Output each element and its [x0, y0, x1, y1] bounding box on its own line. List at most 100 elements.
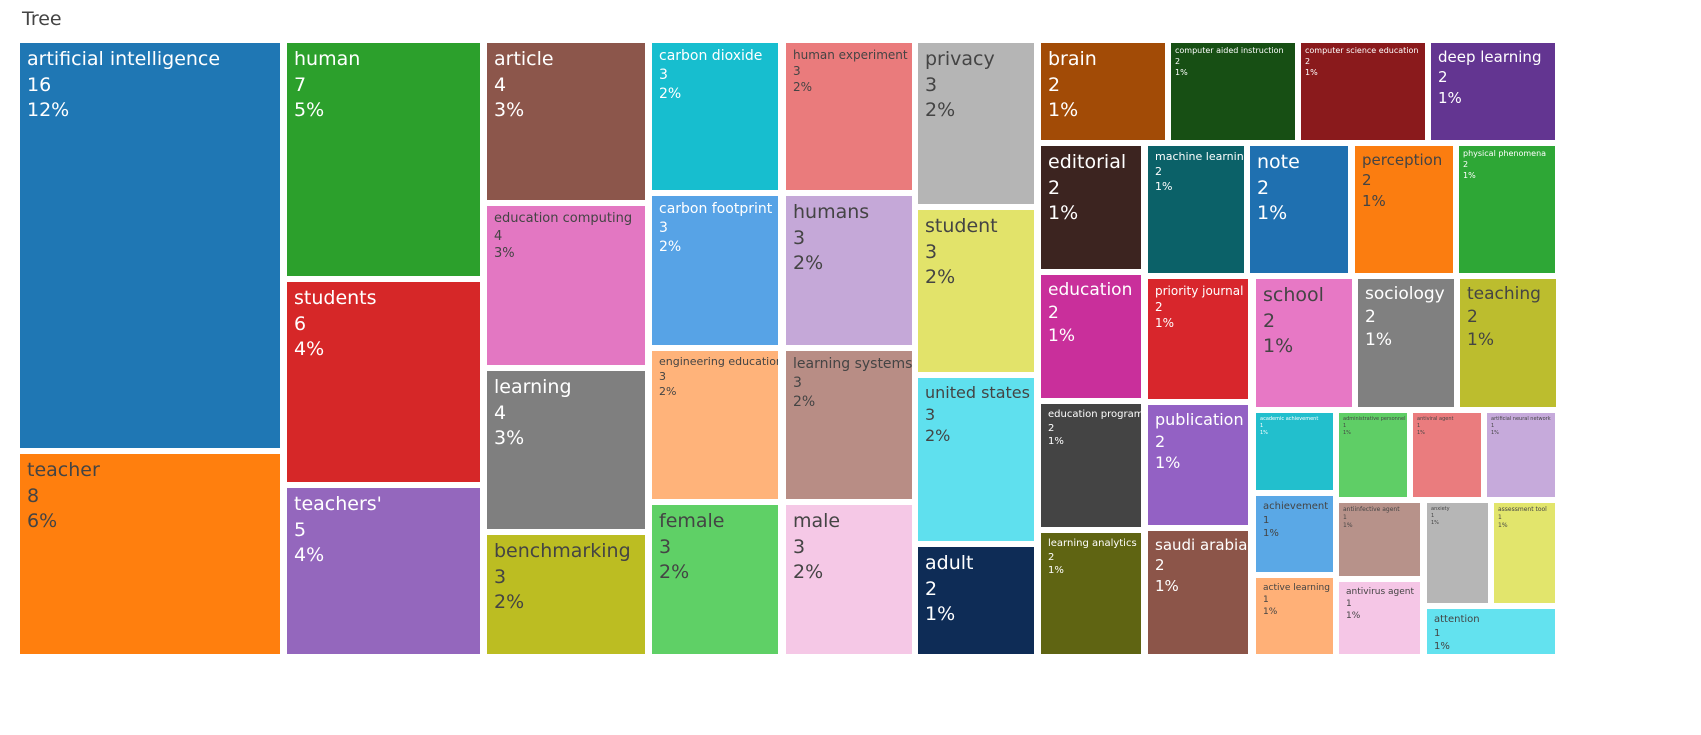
tile-value: 7	[294, 73, 307, 96]
treemap-tile-article[interactable]: article 4 3%	[487, 43, 645, 200]
treemap-tile-human-experiment[interactable]: human experiment 3 2%	[786, 43, 912, 190]
treemap-tile-male[interactable]: male 3 2%	[786, 505, 912, 654]
tile-percent: 1%	[1155, 453, 1181, 473]
tile-percent: 1%	[1175, 67, 1188, 77]
tile-percent: 1%	[1343, 429, 1351, 436]
tile-percent: 1%	[1048, 325, 1075, 346]
treemap-tile-machine-learning[interactable]: machine learning 2 1%	[1148, 146, 1244, 273]
tile-label: publication	[1155, 410, 1244, 429]
tile-label: benchmarking	[494, 540, 631, 562]
treemap-tile-female[interactable]: female 3 2%	[652, 505, 778, 654]
tile-label: brain	[1048, 48, 1097, 70]
tile-label: carbon footprint	[659, 201, 773, 217]
treemap-tile-humans[interactable]: humans 3 2%	[786, 196, 912, 345]
treemap-tile-note[interactable]: note 2 1%	[1250, 146, 1348, 273]
treemap-tile-student[interactable]: student 3 2%	[918, 210, 1034, 372]
tile-percent: 3%	[494, 246, 515, 262]
tile-label: sociology	[1365, 284, 1445, 304]
tile-percent: 2%	[659, 561, 690, 584]
tile-label: learning	[494, 376, 572, 398]
treemap-tile-academic-achievement[interactable]: academic achievement 1 1%	[1256, 413, 1333, 490]
tile-value: 5	[294, 518, 307, 541]
treemap-tile-computer-science-education[interactable]: computer science education 2 1%	[1301, 43, 1425, 140]
treemap-tile-students[interactable]: students 6 4%	[287, 282, 480, 482]
tile-percent: 1%	[1048, 202, 1079, 225]
treemap-tile-deep-learning[interactable]: deep learning 2 1%	[1431, 43, 1555, 140]
treemap-tile-carbon-dioxide[interactable]: carbon dioxide 3 2%	[652, 43, 778, 190]
tile-value: 2	[1467, 306, 1478, 327]
treemap-tile-physical-phenomena[interactable]: physical phenomena 2 1%	[1459, 146, 1555, 273]
tile-percent: 2%	[793, 393, 816, 410]
treemap-tile-teaching[interactable]: teaching 2 1%	[1460, 279, 1556, 407]
tile-label: adult	[925, 552, 974, 574]
treemap-tile-sociology[interactable]: sociology 2 1%	[1358, 279, 1454, 407]
tile-value: 3	[925, 404, 936, 424]
tile-percent: 3%	[494, 99, 525, 122]
treemap-tile-brain[interactable]: brain 2 1%	[1041, 43, 1165, 140]
tile-percent: 1%	[1263, 335, 1294, 358]
tile-label: machine learning	[1155, 150, 1244, 163]
tile-value: 6	[294, 312, 307, 335]
tile-value: 3	[659, 535, 672, 558]
treemap-tile-learning-systems[interactable]: learning systems 3 2%	[786, 351, 912, 499]
treemap-tile-priority-journal[interactable]: priority journal 2 1%	[1148, 279, 1248, 399]
tile-percent: 1%	[1467, 329, 1494, 350]
treemap-tile-administrative-personnel[interactable]: administrative personnel 1 1%	[1339, 413, 1407, 497]
tile-value: 3	[793, 64, 801, 79]
tile-percent: 2%	[659, 384, 677, 398]
treemap-tile-teacher[interactable]: teacher 8 6%	[20, 454, 280, 654]
treemap-tile-benchmarking[interactable]: benchmarking 3 2%	[487, 535, 645, 654]
treemap-tile-attention[interactable]: attention 1 1%	[1427, 609, 1555, 654]
treemap-tile-anxiety[interactable]: anxiety 1 1%	[1427, 503, 1488, 603]
tile-percent: 2%	[793, 561, 824, 584]
treemap-tile-education[interactable]: education 2 1%	[1041, 275, 1141, 398]
tile-percent: 1%	[1263, 528, 1279, 539]
treemap-tile-united-states[interactable]: united states 3 2%	[918, 378, 1034, 541]
treemap-tile-editorial[interactable]: editorial 2 1%	[1041, 146, 1141, 269]
treemap-tile-artificial-neural-network[interactable]: artificial neural network 1 1%	[1487, 413, 1555, 497]
treemap-tile-active-learning[interactable]: active learning 1 1%	[1256, 578, 1333, 654]
treemap-tile-assessment-tool[interactable]: assessment tool 1 1%	[1494, 503, 1555, 603]
treemap-tile-school[interactable]: school 2 1%	[1256, 279, 1352, 407]
tile-percent: 2%	[925, 266, 956, 289]
tile-value: 4	[494, 401, 507, 424]
tile-value: 2	[1155, 556, 1165, 575]
treemap-tile-antiviral-agent[interactable]: antiviral agent 1 1%	[1413, 413, 1481, 497]
treemap-tile-carbon-footprint[interactable]: carbon footprint 3 2%	[652, 196, 778, 345]
tile-value: 2	[1463, 159, 1469, 169]
tile-value: 3	[793, 226, 806, 249]
treemap-tile-antiinfective-agent[interactable]: antiinfective agent 1 1%	[1339, 503, 1420, 576]
treemap-tile-achievement[interactable]: achievement 1 1%	[1256, 496, 1333, 572]
treemap-tile-antivirus-agent[interactable]: antivirus agent 1 1%	[1339, 582, 1420, 654]
treemap-tile-saudi-arabia[interactable]: saudi arabia 2 1%	[1148, 531, 1248, 654]
tile-value: 2	[1155, 300, 1163, 315]
treemap-tile-learning[interactable]: learning 4 3%	[487, 371, 645, 529]
treemap-tile-education-program[interactable]: education program 2 1%	[1041, 404, 1141, 527]
treemap-tile-teachers[interactable]: teachers' 5 4%	[287, 488, 480, 654]
tile-label: antiviral agent	[1417, 416, 1454, 422]
treemap-tile-adult[interactable]: adult 2 1%	[918, 547, 1034, 654]
treemap-tile-perception[interactable]: perception 2 1%	[1355, 146, 1453, 273]
tile-label: artificial intelligence	[27, 48, 221, 70]
treemap-tile-privacy[interactable]: privacy 3 2%	[918, 43, 1034, 204]
tile-value: 2	[1048, 551, 1055, 563]
tile-percent: 2%	[659, 85, 682, 102]
treemap-tile-education-computing[interactable]: education computing 4 3%	[487, 206, 645, 365]
tile-label: human experiment	[793, 48, 908, 62]
tile-label: student	[925, 215, 998, 237]
treemap-tile-computer-aided-instruction[interactable]: computer aided instruction 2 1%	[1171, 43, 1295, 140]
treemap-tile-artificial-intelligence[interactable]: artificial intelligence 16 12%	[20, 43, 280, 448]
treemap-tile-engineering-education[interactable]: engineering education 3 2%	[652, 351, 778, 499]
treemap-tile-learning-analytics[interactable]: learning analytics 2 1%	[1041, 533, 1141, 654]
treemap-tile-publication[interactable]: publication 2 1%	[1148, 405, 1248, 525]
tile-value: 2	[1362, 171, 1372, 190]
tile-label: assessment tool	[1498, 506, 1547, 513]
tile-value: 1	[1498, 514, 1502, 522]
tile-percent: 4%	[294, 544, 325, 567]
tile-value: 3	[659, 369, 666, 383]
tile-label: note	[1257, 151, 1300, 173]
tile-percent: 12%	[27, 99, 70, 122]
tile-label: computer aided instruction	[1175, 46, 1284, 55]
treemap-tile-human[interactable]: human 7 5%	[287, 43, 480, 276]
tile-label: students	[294, 287, 377, 309]
